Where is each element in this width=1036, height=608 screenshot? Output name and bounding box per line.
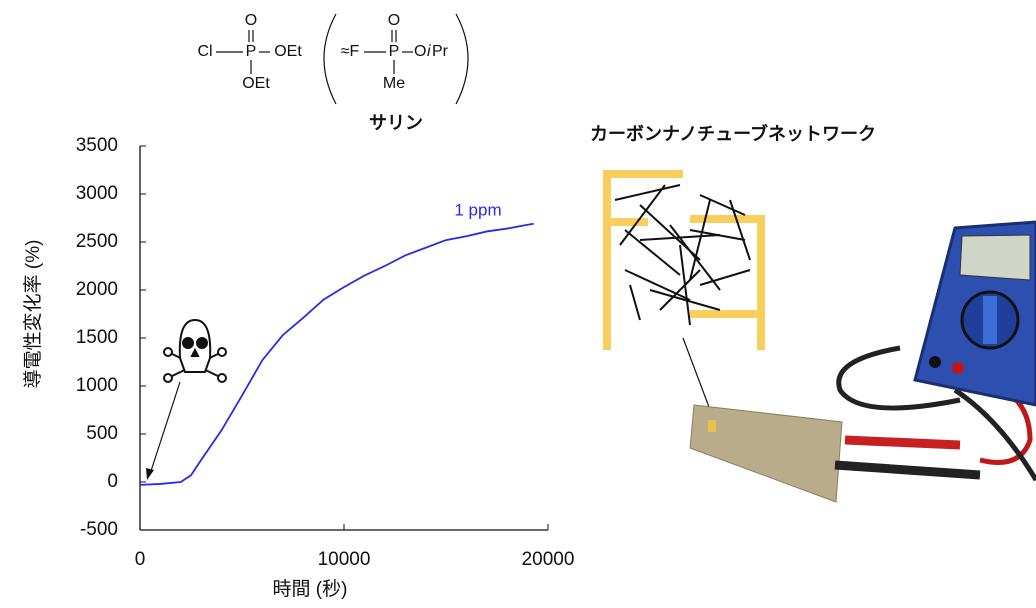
structure-label: P (246, 43, 257, 60)
structure-label: ≈F (341, 43, 360, 60)
x-tick-label: 0 (135, 549, 146, 570)
structure-label: OEt (242, 75, 270, 92)
y-tick-label: 1500 (76, 327, 118, 348)
structure-label: O (245, 12, 257, 29)
multimeter (915, 222, 1036, 405)
plot: -500 0 500 1000 1500 2000 2500 3000 3500 0 10000 20… (76, 135, 575, 570)
structure-label: OEt (274, 43, 302, 60)
y-tick-label: 2500 (76, 231, 118, 252)
y-tick-label: -500 (80, 519, 118, 540)
sensor-pad (708, 420, 716, 432)
network-label: カーボンナノチューブネットワーク (590, 123, 876, 144)
structure-label: i (427, 43, 431, 60)
y-axis-title: 導電性変化率 (%) (22, 240, 44, 389)
y-tick-label: 3500 (76, 135, 118, 156)
skull-icon (164, 320, 226, 382)
x-tick-label: 10000 (318, 549, 371, 570)
structure-label: O (388, 12, 400, 29)
arrow (150, 382, 180, 474)
x-axis-title: 時間 (秒) (273, 578, 348, 600)
structure-label: Me (383, 75, 405, 92)
structure-label: Pr (432, 43, 449, 60)
legend-label: 1 ppm (454, 200, 501, 219)
sensor-strip (690, 405, 842, 502)
x-tick-label: 20000 (522, 549, 575, 570)
nanotubes (615, 185, 750, 325)
arrowhead (146, 468, 154, 480)
arrow (683, 338, 712, 415)
figure: OClPOEtOEtO≈FPOiPrMe サリン カーボンナノチューブネットワー… (0, 0, 1036, 608)
structure-label: Cl (197, 43, 212, 60)
structure-label: O (414, 43, 426, 60)
structure-label: P (389, 43, 400, 60)
y-tick-label: 3000 (76, 183, 118, 204)
y-tick-label: 2000 (76, 279, 118, 300)
sarin-label: サリン (369, 113, 423, 133)
y-tick-label: 1000 (76, 375, 118, 396)
y-tick-label: 0 (107, 471, 118, 492)
y-tick-label: 500 (86, 423, 118, 444)
